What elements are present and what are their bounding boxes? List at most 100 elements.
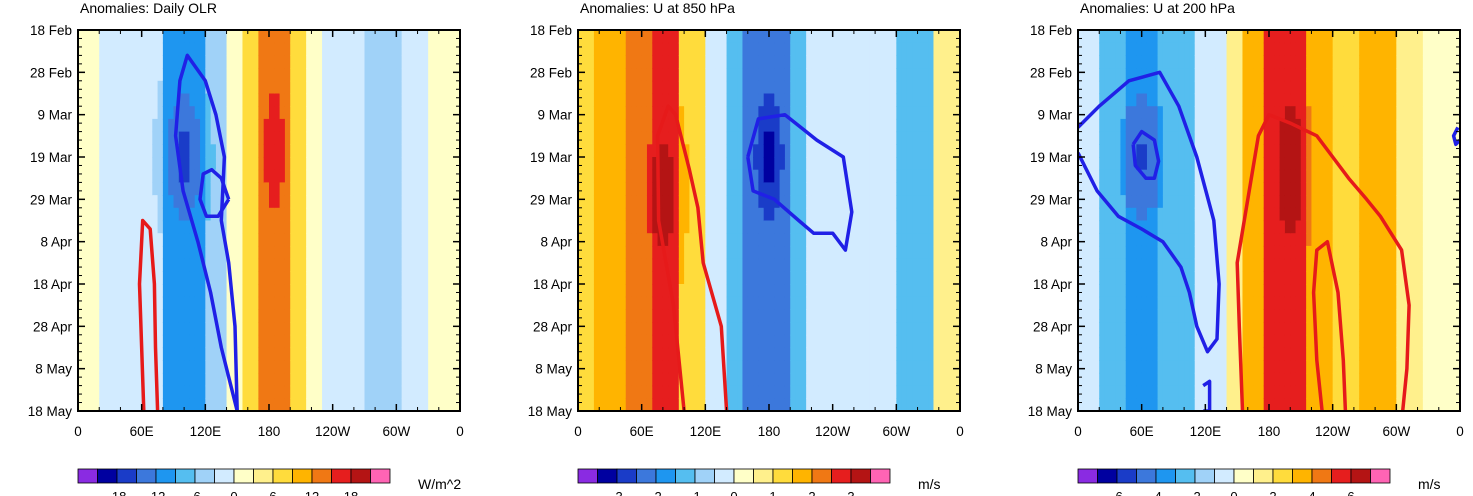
field-cell	[662, 347, 669, 361]
field-cell	[178, 195, 185, 209]
field-cell	[928, 398, 935, 412]
field-cell	[104, 80, 111, 95]
field-cell	[896, 195, 903, 209]
field-cell	[157, 42, 164, 56]
field-cell	[763, 195, 770, 209]
colorbar-swatch	[272, 468, 293, 484]
field-cell	[795, 30, 802, 44]
field-cell	[758, 106, 765, 120]
field-cell	[391, 68, 397, 82]
field-cell	[938, 309, 945, 323]
field-cell	[673, 157, 680, 171]
y-tick-label: 18 Apr	[533, 277, 573, 292]
field-cell	[401, 157, 408, 171]
field-cell	[253, 347, 259, 361]
field-cell	[588, 182, 595, 196]
field-cell	[1088, 144, 1095, 158]
field-cell	[1093, 398, 1100, 412]
field-cell	[694, 322, 701, 336]
field-cell	[205, 284, 212, 298]
field-cell	[1120, 55, 1127, 69]
field-cell	[274, 195, 281, 209]
field-cell	[316, 284, 323, 298]
field-cell	[822, 385, 828, 399]
field-cell	[226, 233, 233, 247]
field-cell	[668, 106, 675, 120]
field-cell	[290, 258, 297, 272]
field-cell	[327, 296, 334, 310]
field-cell	[1125, 233, 1132, 247]
field-cell	[433, 258, 440, 272]
field-cell	[120, 372, 127, 387]
field-cell	[906, 284, 913, 298]
field-cell	[253, 195, 259, 209]
field-cell	[396, 296, 403, 310]
field-cell	[625, 80, 632, 95]
field-cell	[348, 347, 355, 361]
field-cell	[242, 30, 249, 44]
field-cell	[742, 220, 749, 234]
field-cell	[131, 220, 137, 234]
field-cell	[327, 258, 334, 272]
field-cell	[152, 207, 159, 222]
field-cell	[800, 182, 807, 196]
field-cell	[784, 258, 791, 272]
field-cell	[1125, 347, 1132, 361]
field-cell	[928, 347, 935, 361]
field-cell	[763, 258, 770, 272]
field-cell	[954, 42, 961, 56]
field-cell	[763, 68, 770, 82]
field-cell	[790, 322, 797, 336]
field-cell	[891, 245, 897, 260]
field-cell	[332, 360, 339, 374]
field-cell	[290, 309, 297, 323]
field-cell	[412, 372, 419, 387]
field-cell	[226, 195, 233, 209]
field-cell	[646, 220, 653, 234]
field-cell	[375, 131, 382, 145]
field-cell	[348, 182, 355, 196]
field-cell	[1125, 144, 1132, 158]
field-cell	[269, 195, 275, 209]
field-cell	[449, 55, 456, 69]
field-cell	[949, 258, 956, 272]
field-cell	[710, 42, 717, 56]
field-cell	[891, 42, 897, 56]
field-cell	[673, 284, 680, 298]
field-cell	[242, 182, 249, 196]
field-cell	[678, 220, 685, 234]
field-cell	[353, 360, 360, 374]
field-cell	[300, 169, 307, 183]
field-cell	[300, 131, 307, 145]
field-cell	[811, 233, 818, 247]
field-cell	[131, 360, 137, 374]
field-cell	[769, 144, 775, 158]
field-cell	[290, 398, 297, 412]
field-cell	[1088, 284, 1095, 298]
field-cell	[949, 284, 956, 298]
field-cell	[615, 347, 622, 361]
field-cell	[274, 118, 281, 133]
field-cell	[109, 42, 116, 56]
field-cell	[790, 118, 797, 133]
field-cell	[348, 169, 355, 183]
field-cell	[875, 372, 882, 387]
field-cell	[684, 372, 691, 387]
field-cell	[417, 169, 424, 183]
field-cell	[449, 258, 456, 272]
field-cell	[609, 144, 616, 158]
field-cell	[1115, 296, 1122, 310]
field-cell	[454, 207, 461, 222]
field-cell	[1093, 169, 1100, 183]
field-cell	[684, 347, 691, 361]
field-cell	[795, 309, 802, 323]
field-cell	[396, 93, 403, 107]
field-cell	[396, 68, 403, 82]
field-cell	[221, 80, 228, 95]
field-cell	[583, 106, 590, 120]
field-cell	[742, 169, 749, 183]
field-cell	[306, 296, 313, 310]
field-cell	[1083, 169, 1090, 183]
field-cell	[885, 284, 892, 298]
field-cell	[221, 42, 228, 56]
